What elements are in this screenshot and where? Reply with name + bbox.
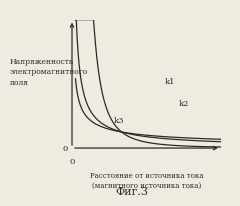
Text: Расстояние от источника тока
(магнитного источника тока): Расстояние от источника тока (магнитного… bbox=[90, 171, 203, 189]
Text: k3: k3 bbox=[114, 116, 124, 124]
Text: k1: k1 bbox=[164, 78, 175, 86]
Text: 0: 0 bbox=[63, 144, 68, 152]
Text: Напряженность
электромагнитного
поля: Напряженность электромагнитного поля bbox=[10, 58, 88, 86]
Text: Фиг.3: Фиг.3 bbox=[115, 186, 149, 196]
Text: 0: 0 bbox=[69, 157, 75, 165]
Text: k2: k2 bbox=[179, 100, 190, 108]
